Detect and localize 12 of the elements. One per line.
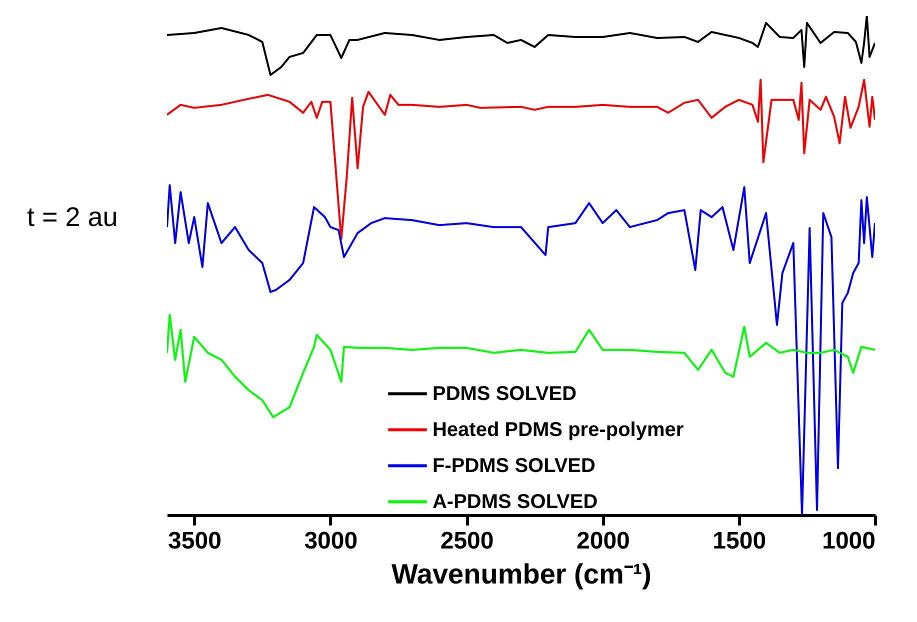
legend-label: Heated PDMS pre-polymer [432, 418, 684, 441]
x-tick-label: 3000 [304, 528, 358, 554]
x-tick-label: 2000 [576, 528, 630, 554]
legend-label: F-PDMS SOLVED [432, 454, 596, 477]
text: t = 2 au [27, 202, 118, 232]
legend-label: A-PDMS SOLVED [432, 490, 598, 513]
x-tick-label: 2500 [440, 528, 494, 554]
x-axis-title: Wavenumber (cm⁻¹) [391, 558, 652, 590]
x-tick-label: 1000 [822, 528, 876, 554]
x-tick-label: 3500 [168, 528, 222, 554]
x-tick-label: 1500 [712, 528, 766, 554]
legend-label: PDMS SOLVED [432, 382, 577, 405]
